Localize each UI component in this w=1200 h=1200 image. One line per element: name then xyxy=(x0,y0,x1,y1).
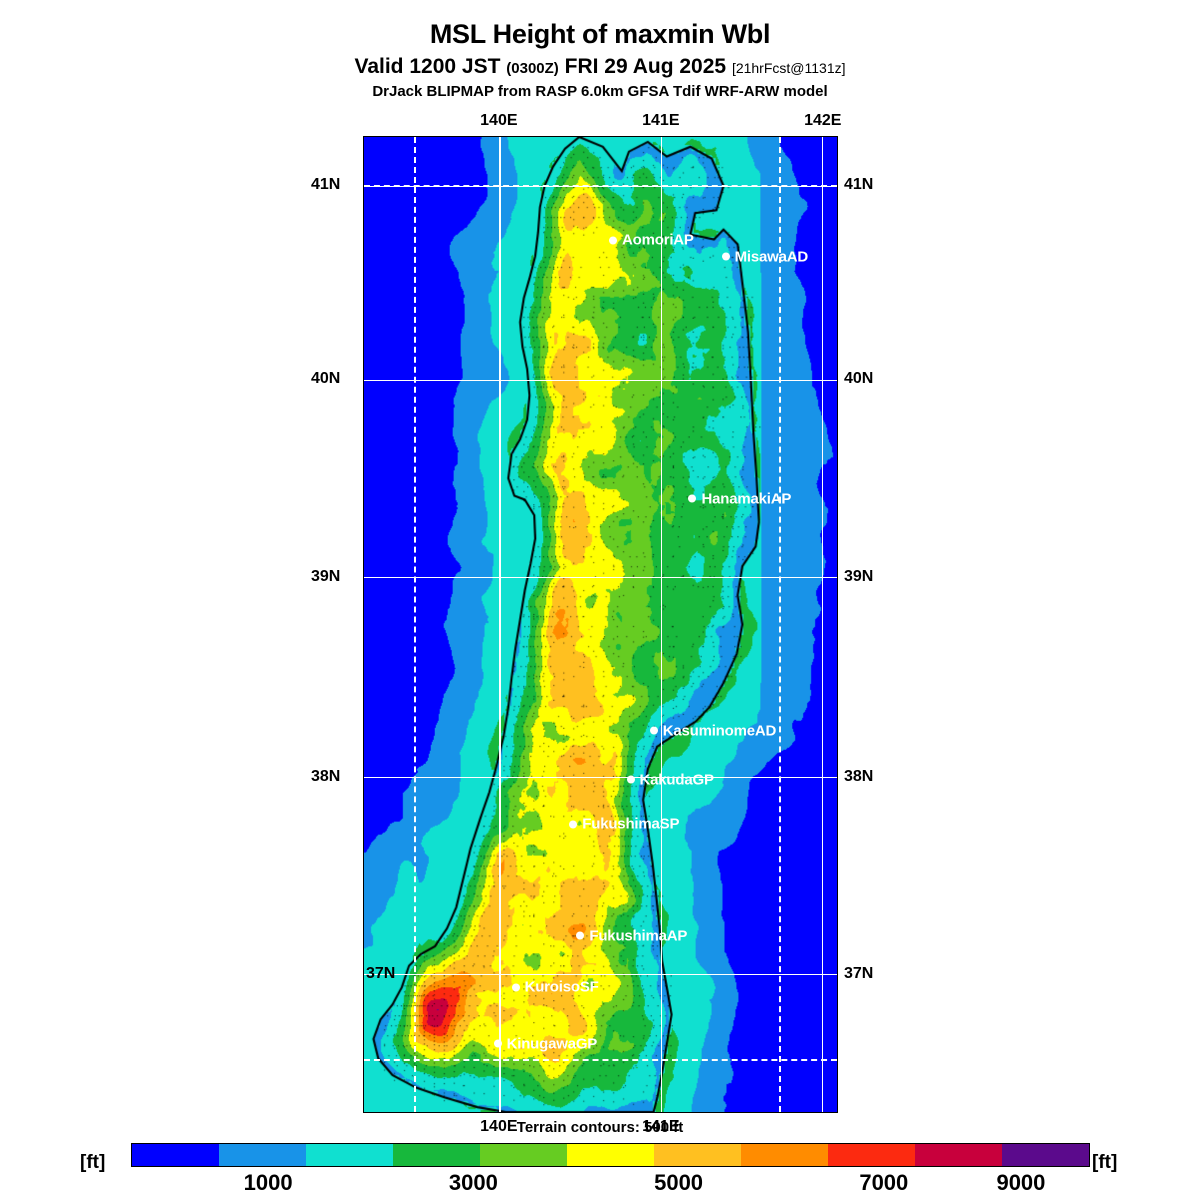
colorbar-segment-8 xyxy=(828,1144,915,1166)
colorbar-segment-0 xyxy=(132,1144,219,1166)
valid-date: FRI 29 Aug 2025 xyxy=(564,55,727,79)
valid-utc: (0300Z) xyxy=(506,60,559,78)
gridline-lon-141E xyxy=(660,137,663,1112)
axis-lon-bottom-140E: 140E xyxy=(480,1118,518,1135)
colorbar-units-left: [ft] xyxy=(80,1152,106,1173)
station-label: MisawaAD xyxy=(734,248,809,266)
domain-box-top xyxy=(364,184,837,187)
axis-lon-top-142E: 142E xyxy=(804,112,842,129)
colorbar-tick-5000: 5000 xyxy=(654,1170,704,1195)
domain-box-bottom xyxy=(364,1059,837,1062)
axis-lat-right-38N: 38N xyxy=(844,767,874,785)
colorbar-segment-4 xyxy=(480,1144,567,1166)
colorbar-tick-1000: 1000 xyxy=(243,1170,293,1195)
station-label: KuroisoSF xyxy=(524,978,599,996)
map-station-fukushimasp[interactable]: FukushimaSP xyxy=(569,817,679,832)
axis-lat-left-39N: 39N xyxy=(311,567,341,585)
station-label: KinugawaGP xyxy=(506,1035,598,1053)
map-station-kuroisosf[interactable]: KuroisoSF xyxy=(511,978,599,996)
axis-lat-left-38N: 38N xyxy=(311,767,341,785)
map-station-hanamakiap[interactable]: HanamakiAP xyxy=(688,491,791,506)
map-station-misawaad[interactable]: MisawaAD xyxy=(721,248,809,266)
map-station-kasuminomead[interactable]: KasuminomeAD xyxy=(649,722,777,740)
station-dot-icon xyxy=(721,252,730,261)
station-label: FukushimaSP xyxy=(582,815,680,833)
colorbar-tick-7000: 7000 xyxy=(859,1170,909,1195)
station-label: KasuminomeAD xyxy=(662,722,777,740)
colorbar-segment-1 xyxy=(219,1144,306,1166)
axis-lon-bottom-141E: 141E xyxy=(642,1118,680,1135)
terrain-contour-canvas xyxy=(364,137,837,1112)
colorbar-segment-6 xyxy=(654,1144,741,1166)
weather-map[interactable]: 37N AomoriAP MisawaAD HanamakiAP KasuminomeA… xyxy=(363,136,838,1113)
colorbar-segment-10 xyxy=(1002,1144,1089,1166)
map-station-kakudagp[interactable]: KakudaGP xyxy=(626,771,714,789)
axis-lat-left-40N: 40N xyxy=(311,370,341,388)
axis-lon-top-140E: 140E xyxy=(480,112,518,129)
gridline-lat-37N xyxy=(364,973,837,976)
station-dot-icon xyxy=(609,236,617,245)
valid-prefix: Valid 1200 JST xyxy=(354,55,501,79)
station-dot-icon xyxy=(649,726,658,735)
colorbar-segment-3 xyxy=(393,1144,480,1166)
station-dot-icon xyxy=(688,494,697,503)
colorbar-tick-3000: 3000 xyxy=(448,1170,498,1195)
map-station-fukushimaap[interactable]: FukushimaAP xyxy=(576,928,687,943)
station-label: FukushimaAP xyxy=(589,927,688,945)
axis-lat-right-40N: 40N xyxy=(844,370,874,388)
gridline-lat-39N xyxy=(364,576,837,579)
colorbar-units-right: [ft] xyxy=(1092,1152,1118,1173)
map-station-kinugawagp[interactable]: KinugawaGP xyxy=(493,1035,598,1053)
header-block: MSL Height of maxmin Wbl Valid 1200 JST … xyxy=(0,0,1200,100)
axis-lat-right-37N: 37N xyxy=(844,965,874,983)
colorbar-segment-9 xyxy=(915,1144,1002,1166)
gridline-lon-140E xyxy=(499,137,501,1112)
inmap-lat-tick-37n: 37N xyxy=(366,964,396,982)
station-label: HanamakiAP xyxy=(701,490,792,508)
station-dot-icon xyxy=(626,775,635,784)
axis-lon-top-141E: 141E xyxy=(642,112,680,129)
station-dot-icon xyxy=(511,983,520,992)
station-dot-icon xyxy=(493,1039,502,1048)
forecast-tag: [21hrFcst@1131z] xyxy=(731,60,846,77)
colorbar-segment-7 xyxy=(741,1144,828,1166)
axis-lat-right-41N: 41N xyxy=(844,175,874,193)
gridline-lat-40N xyxy=(364,379,837,382)
station-label: AomoriAP xyxy=(622,231,694,249)
station-dot-icon xyxy=(569,820,578,829)
axis-lat-right-39N: 39N xyxy=(844,567,874,585)
page-title: MSL Height of maxmin Wbl xyxy=(429,19,771,49)
map-station-aomoriap[interactable]: AomoriAP xyxy=(609,233,694,248)
colorbar-segment-5 xyxy=(567,1144,654,1166)
station-dot-icon xyxy=(576,931,585,940)
station-label: KakudaGP xyxy=(639,771,714,789)
colorbar-segment-2 xyxy=(306,1144,393,1166)
model-subtitle: DrJack BLIPMAP from RASP 6.0km GFSA Tdif… xyxy=(372,83,828,101)
domain-box-left xyxy=(413,137,416,1112)
gridline-lat-38N xyxy=(364,776,837,779)
colorbar[interactable] xyxy=(131,1143,1090,1167)
colorbar-tick-9000: 9000 xyxy=(996,1170,1046,1195)
gridline-lon-142E xyxy=(821,137,824,1112)
domain-box-right xyxy=(779,137,782,1112)
axis-lat-left-41N: 41N xyxy=(311,175,341,193)
terrain-contour-note: Terrain contours: 500 ft xyxy=(516,1119,684,1136)
valid-time-line: Valid 1200 JST (0300Z) FRI 29 Aug 2025 [… xyxy=(0,56,1200,78)
